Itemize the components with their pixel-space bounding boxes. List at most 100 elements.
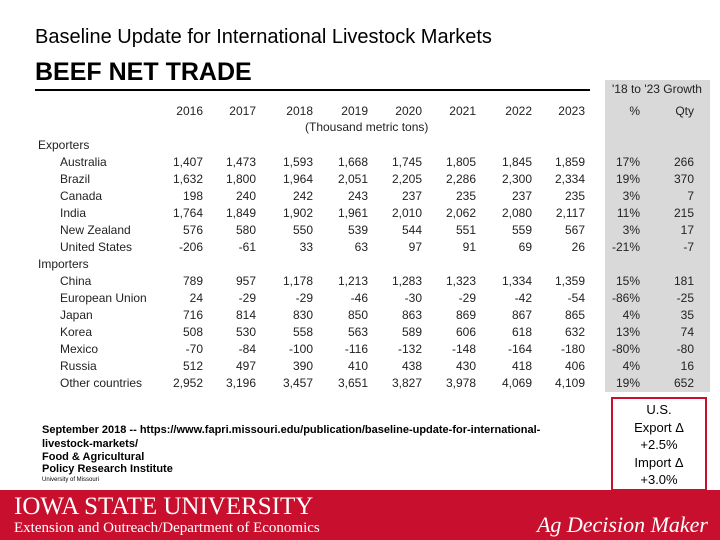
cell: 2,300 (501, 172, 532, 186)
summary-line: +3.0% (640, 472, 678, 487)
cell: 4,069 (501, 376, 532, 390)
cell: 237 (401, 189, 422, 203)
cell: 3,978 (445, 376, 476, 390)
cell: -116 (344, 342, 368, 356)
cell: 430 (455, 359, 476, 373)
cell: -80% (611, 342, 640, 356)
cell: 563 (347, 325, 368, 339)
title-rule (35, 89, 590, 91)
column-header: 2023 (558, 104, 585, 118)
cell: 2,062 (445, 206, 476, 220)
cell: -61 (238, 240, 256, 254)
cell: 497 (235, 359, 256, 373)
cell: 97 (408, 240, 422, 254)
cell: 558 (292, 325, 313, 339)
cell: 559 (511, 223, 532, 237)
cell: 24 (189, 291, 203, 305)
cell: -29 (238, 291, 256, 305)
cell: 16 (680, 359, 694, 373)
column-header: 2017 (229, 104, 256, 118)
cell: 4,109 (554, 376, 585, 390)
citation: September 2018 -- https://www.fapri.miss… (42, 424, 541, 450)
row-label: India (60, 206, 87, 220)
cell: 606 (455, 325, 476, 339)
column-header: 2021 (449, 104, 476, 118)
cell: -42 (514, 291, 532, 305)
cell: 13% (615, 325, 640, 339)
cell: 544 (401, 223, 422, 237)
cell: 410 (347, 359, 368, 373)
cell: 33 (299, 240, 313, 254)
summary-line: U.S. (646, 402, 672, 417)
cell: 3% (622, 189, 640, 203)
cell: -148 (451, 342, 476, 356)
cell: 1,593 (282, 155, 313, 169)
row-label: New Zealand (60, 223, 131, 237)
unit-label: (Thousand metric tons) (305, 120, 429, 134)
cell: 91 (462, 240, 476, 254)
cell: 589 (401, 325, 422, 339)
cell: 3,457 (282, 376, 313, 390)
cell: 1,849 (225, 206, 256, 220)
cell: -70 (185, 342, 203, 356)
cell: 530 (235, 325, 256, 339)
cell: 863 (401, 308, 422, 322)
cell: -30 (404, 291, 422, 305)
cell: 17 (680, 223, 694, 237)
cell: 243 (347, 189, 368, 203)
cell: 1,213 (337, 274, 368, 288)
column-header: Qty (675, 104, 694, 118)
cell: -21% (611, 240, 640, 254)
cell: 2,051 (337, 172, 368, 186)
title: BEEF NET TRADE (35, 58, 252, 86)
cell: 551 (455, 223, 476, 237)
cell: 215 (673, 206, 694, 220)
cell: -7 (683, 240, 694, 254)
cell: 1,323 (445, 274, 476, 288)
org-line: Policy Research Institute (42, 463, 173, 475)
cell: 2,286 (445, 172, 476, 186)
cell: 7 (687, 189, 694, 203)
cell: 4% (622, 308, 640, 322)
cell: -80 (676, 342, 694, 356)
cell: 235 (564, 189, 585, 203)
row-label: Korea (60, 325, 93, 339)
cell: 652 (673, 376, 694, 390)
cell: 266 (673, 155, 694, 169)
cell: -29 (458, 291, 476, 305)
footer-bar (0, 490, 720, 540)
cell: 1,283 (391, 274, 422, 288)
row-label: Russia (60, 359, 97, 373)
cell: -180 (560, 342, 585, 356)
cell: 830 (292, 308, 313, 322)
cell: 1,178 (282, 274, 313, 288)
column-header: 2022 (505, 104, 532, 118)
cell: 19% (615, 376, 640, 390)
section-label: Importers (38, 257, 89, 271)
cell: 1,961 (337, 206, 368, 220)
cell: 2,080 (501, 206, 532, 220)
section-label: Exporters (38, 138, 90, 152)
cell: 438 (401, 359, 422, 373)
column-header: 2019 (341, 104, 368, 118)
cell: 2,334 (554, 172, 585, 186)
cell: 865 (564, 308, 585, 322)
cell: 2,010 (391, 206, 422, 220)
cell: 1,764 (172, 206, 203, 220)
cell: 2,952 (172, 376, 203, 390)
cell: 1,745 (391, 155, 422, 169)
row-label: Australia (60, 155, 107, 169)
cell: 35 (680, 308, 694, 322)
cell: 15% (615, 274, 640, 288)
summary-line: Import Δ (634, 454, 684, 470)
cell: 512 (182, 359, 203, 373)
cell: 576 (182, 223, 203, 237)
cell: 814 (235, 308, 256, 322)
cell: 1,800 (225, 172, 256, 186)
cell: 2,117 (555, 206, 585, 220)
cell: 406 (564, 359, 585, 373)
cell: 1,632 (172, 172, 203, 186)
cell: 198 (182, 189, 203, 203)
cell: 26 (571, 240, 585, 254)
